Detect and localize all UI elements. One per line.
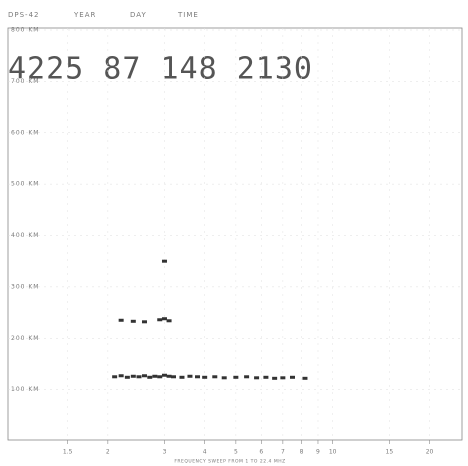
x-tick-label: 1.5 [63,449,73,456]
echo-point [147,375,153,379]
x-axis-label: FREQUENCY SWEEP FROM 1 TO 22.4 MHZ [174,459,285,465]
x-tick-label: 15 [386,449,394,456]
echo-point [179,375,185,379]
echo-point [280,376,286,380]
echo-point [272,376,278,380]
y-tick-label: 100 KM [11,386,39,393]
x-tick-label: 20 [426,449,434,456]
y-tick-label: 800 KM [11,27,39,34]
echo-point [195,375,201,379]
x-tick-label: 3 [163,449,167,456]
echo-point [112,375,118,379]
x-tick-label: 8 [300,449,304,456]
x-tick-label: 4 [203,449,207,456]
echo-point [118,374,124,378]
header-label: YEAR [73,11,96,19]
echo-point [136,375,142,379]
echo-point [152,374,158,378]
echo-point [263,375,269,379]
x-tick-label: 6 [259,449,263,456]
echo-point [141,374,147,378]
x-tick-label: 10 [329,449,337,456]
header-label: TIME [177,11,199,19]
echo-point [161,259,167,263]
y-tick-label: 700 KM [11,78,39,85]
echo-point [141,320,147,324]
header-label: DPS-42 [8,11,40,19]
echo-point [130,319,136,323]
y-tick-label: 300 KM [11,283,39,290]
plot-frame [7,27,463,441]
echo-point [221,376,227,380]
echo-point [254,376,260,380]
echo-point [212,375,218,379]
echo-point [202,375,208,379]
echo-point [161,373,167,377]
x-tick-label: 7 [281,449,285,456]
echo-point [302,376,308,380]
header-label: DAY [130,11,147,19]
echo-point [157,375,163,379]
echo-point [166,319,172,323]
echo-point [157,318,163,322]
echo-point [161,317,167,321]
echo-point [233,375,239,379]
echo-point [124,375,130,379]
y-tick-label: 600 KM [11,129,39,136]
x-tick-label: 5 [234,449,238,456]
x-tick-label: 9 [316,449,320,456]
echo-point [289,375,295,379]
echo-point [130,374,136,378]
x-tick-label: 2 [106,449,110,456]
echo-point [166,374,172,378]
echo-point [171,375,177,379]
y-tick-label: 200 KM [11,335,39,342]
y-tick-label: 500 KM [11,181,39,188]
y-tick-label: 400 KM [11,232,39,239]
echo-point [118,318,124,322]
echo-point [187,374,193,378]
echo-point [244,375,250,379]
